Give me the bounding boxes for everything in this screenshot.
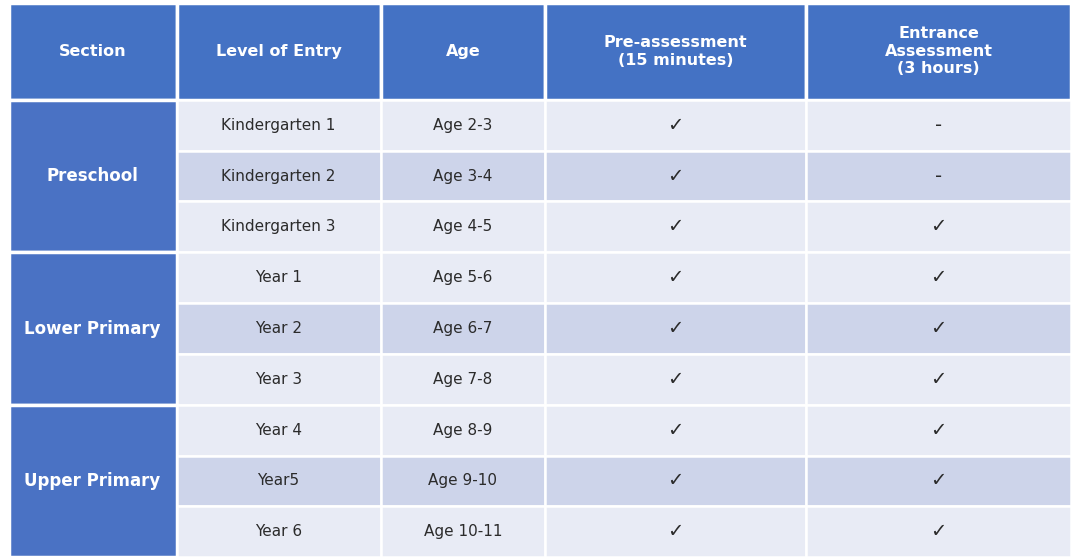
Text: Age 6-7: Age 6-7	[433, 321, 492, 336]
Bar	[806, 506, 1071, 557]
Text: Age: Age	[446, 44, 481, 59]
Text: Year 1: Year 1	[255, 270, 302, 285]
Text: ✓: ✓	[930, 268, 947, 287]
Bar	[545, 405, 806, 456]
Bar	[380, 303, 545, 354]
Text: -: -	[935, 116, 942, 135]
Text: ✓: ✓	[667, 166, 684, 185]
Bar	[176, 253, 380, 303]
Bar	[9, 252, 176, 405]
Text: Age 9-10: Age 9-10	[429, 473, 498, 488]
Bar	[176, 3, 380, 100]
Bar	[545, 3, 806, 100]
Bar	[176, 354, 380, 405]
Bar	[545, 303, 806, 354]
Bar	[380, 253, 545, 303]
Bar	[176, 100, 380, 151]
Text: Section: Section	[58, 44, 126, 59]
Text: Kindergarten 2: Kindergarten 2	[221, 169, 336, 184]
Bar	[176, 202, 380, 253]
Text: Year5: Year5	[257, 473, 299, 488]
Text: Entrance
Assessment
(3 hours): Entrance Assessment (3 hours)	[885, 26, 993, 76]
Bar	[176, 303, 380, 354]
Bar	[380, 354, 545, 405]
Text: Year 2: Year 2	[255, 321, 302, 336]
Text: ✓: ✓	[667, 522, 684, 542]
Bar	[176, 405, 380, 456]
Text: Preschool: Preschool	[46, 167, 138, 185]
Text: ✓: ✓	[930, 217, 947, 236]
Text: ✓: ✓	[930, 421, 947, 440]
Text: Level of Entry: Level of Entry	[216, 44, 341, 59]
Bar	[380, 202, 545, 253]
Text: Kindergarten 3: Kindergarten 3	[221, 220, 336, 235]
Bar	[806, 354, 1071, 405]
Text: ✓: ✓	[667, 472, 684, 491]
Text: Age 5-6: Age 5-6	[433, 270, 492, 285]
Text: Lower Primary: Lower Primary	[25, 320, 161, 338]
Bar	[806, 303, 1071, 354]
Bar	[545, 354, 806, 405]
Bar	[545, 202, 806, 253]
Bar	[806, 202, 1071, 253]
Bar	[545, 253, 806, 303]
Text: -: -	[935, 166, 942, 185]
Text: Age 3-4: Age 3-4	[433, 169, 492, 184]
Text: ✓: ✓	[930, 319, 947, 338]
Bar	[806, 405, 1071, 456]
Bar	[545, 506, 806, 557]
Text: Year 4: Year 4	[255, 423, 302, 438]
Text: ✓: ✓	[930, 370, 947, 389]
Text: ✓: ✓	[667, 268, 684, 287]
Bar	[380, 151, 545, 202]
Bar	[380, 3, 545, 100]
Bar	[806, 151, 1071, 202]
Text: ✓: ✓	[667, 217, 684, 236]
Text: ✓: ✓	[667, 116, 684, 135]
Text: Age 10-11: Age 10-11	[423, 524, 502, 539]
Bar	[806, 456, 1071, 506]
Bar	[380, 506, 545, 557]
Text: Year 6: Year 6	[255, 524, 302, 539]
Bar	[806, 253, 1071, 303]
Text: ✓: ✓	[930, 472, 947, 491]
Bar	[806, 100, 1071, 151]
Bar	[176, 456, 380, 506]
Bar	[9, 100, 176, 253]
Text: Age 7-8: Age 7-8	[433, 372, 492, 387]
Text: Upper Primary: Upper Primary	[25, 472, 161, 490]
Text: Age 4-5: Age 4-5	[433, 220, 492, 235]
Bar	[380, 100, 545, 151]
Bar	[545, 151, 806, 202]
Bar	[9, 3, 176, 100]
Bar	[545, 100, 806, 151]
Text: ✓: ✓	[930, 522, 947, 542]
Text: Age 8-9: Age 8-9	[433, 423, 492, 438]
Bar	[176, 506, 380, 557]
Text: Kindergarten 1: Kindergarten 1	[221, 118, 336, 133]
Bar	[380, 456, 545, 506]
Text: ✓: ✓	[667, 370, 684, 389]
Bar	[176, 151, 380, 202]
Text: ✓: ✓	[667, 421, 684, 440]
Text: Age 2-3: Age 2-3	[433, 118, 492, 133]
Text: Pre-assessment
(15 minutes): Pre-assessment (15 minutes)	[604, 35, 747, 68]
Bar	[545, 456, 806, 506]
Text: ✓: ✓	[667, 319, 684, 338]
Bar	[806, 3, 1071, 100]
Text: Year 3: Year 3	[255, 372, 302, 387]
Bar	[380, 405, 545, 456]
Bar	[9, 405, 176, 557]
